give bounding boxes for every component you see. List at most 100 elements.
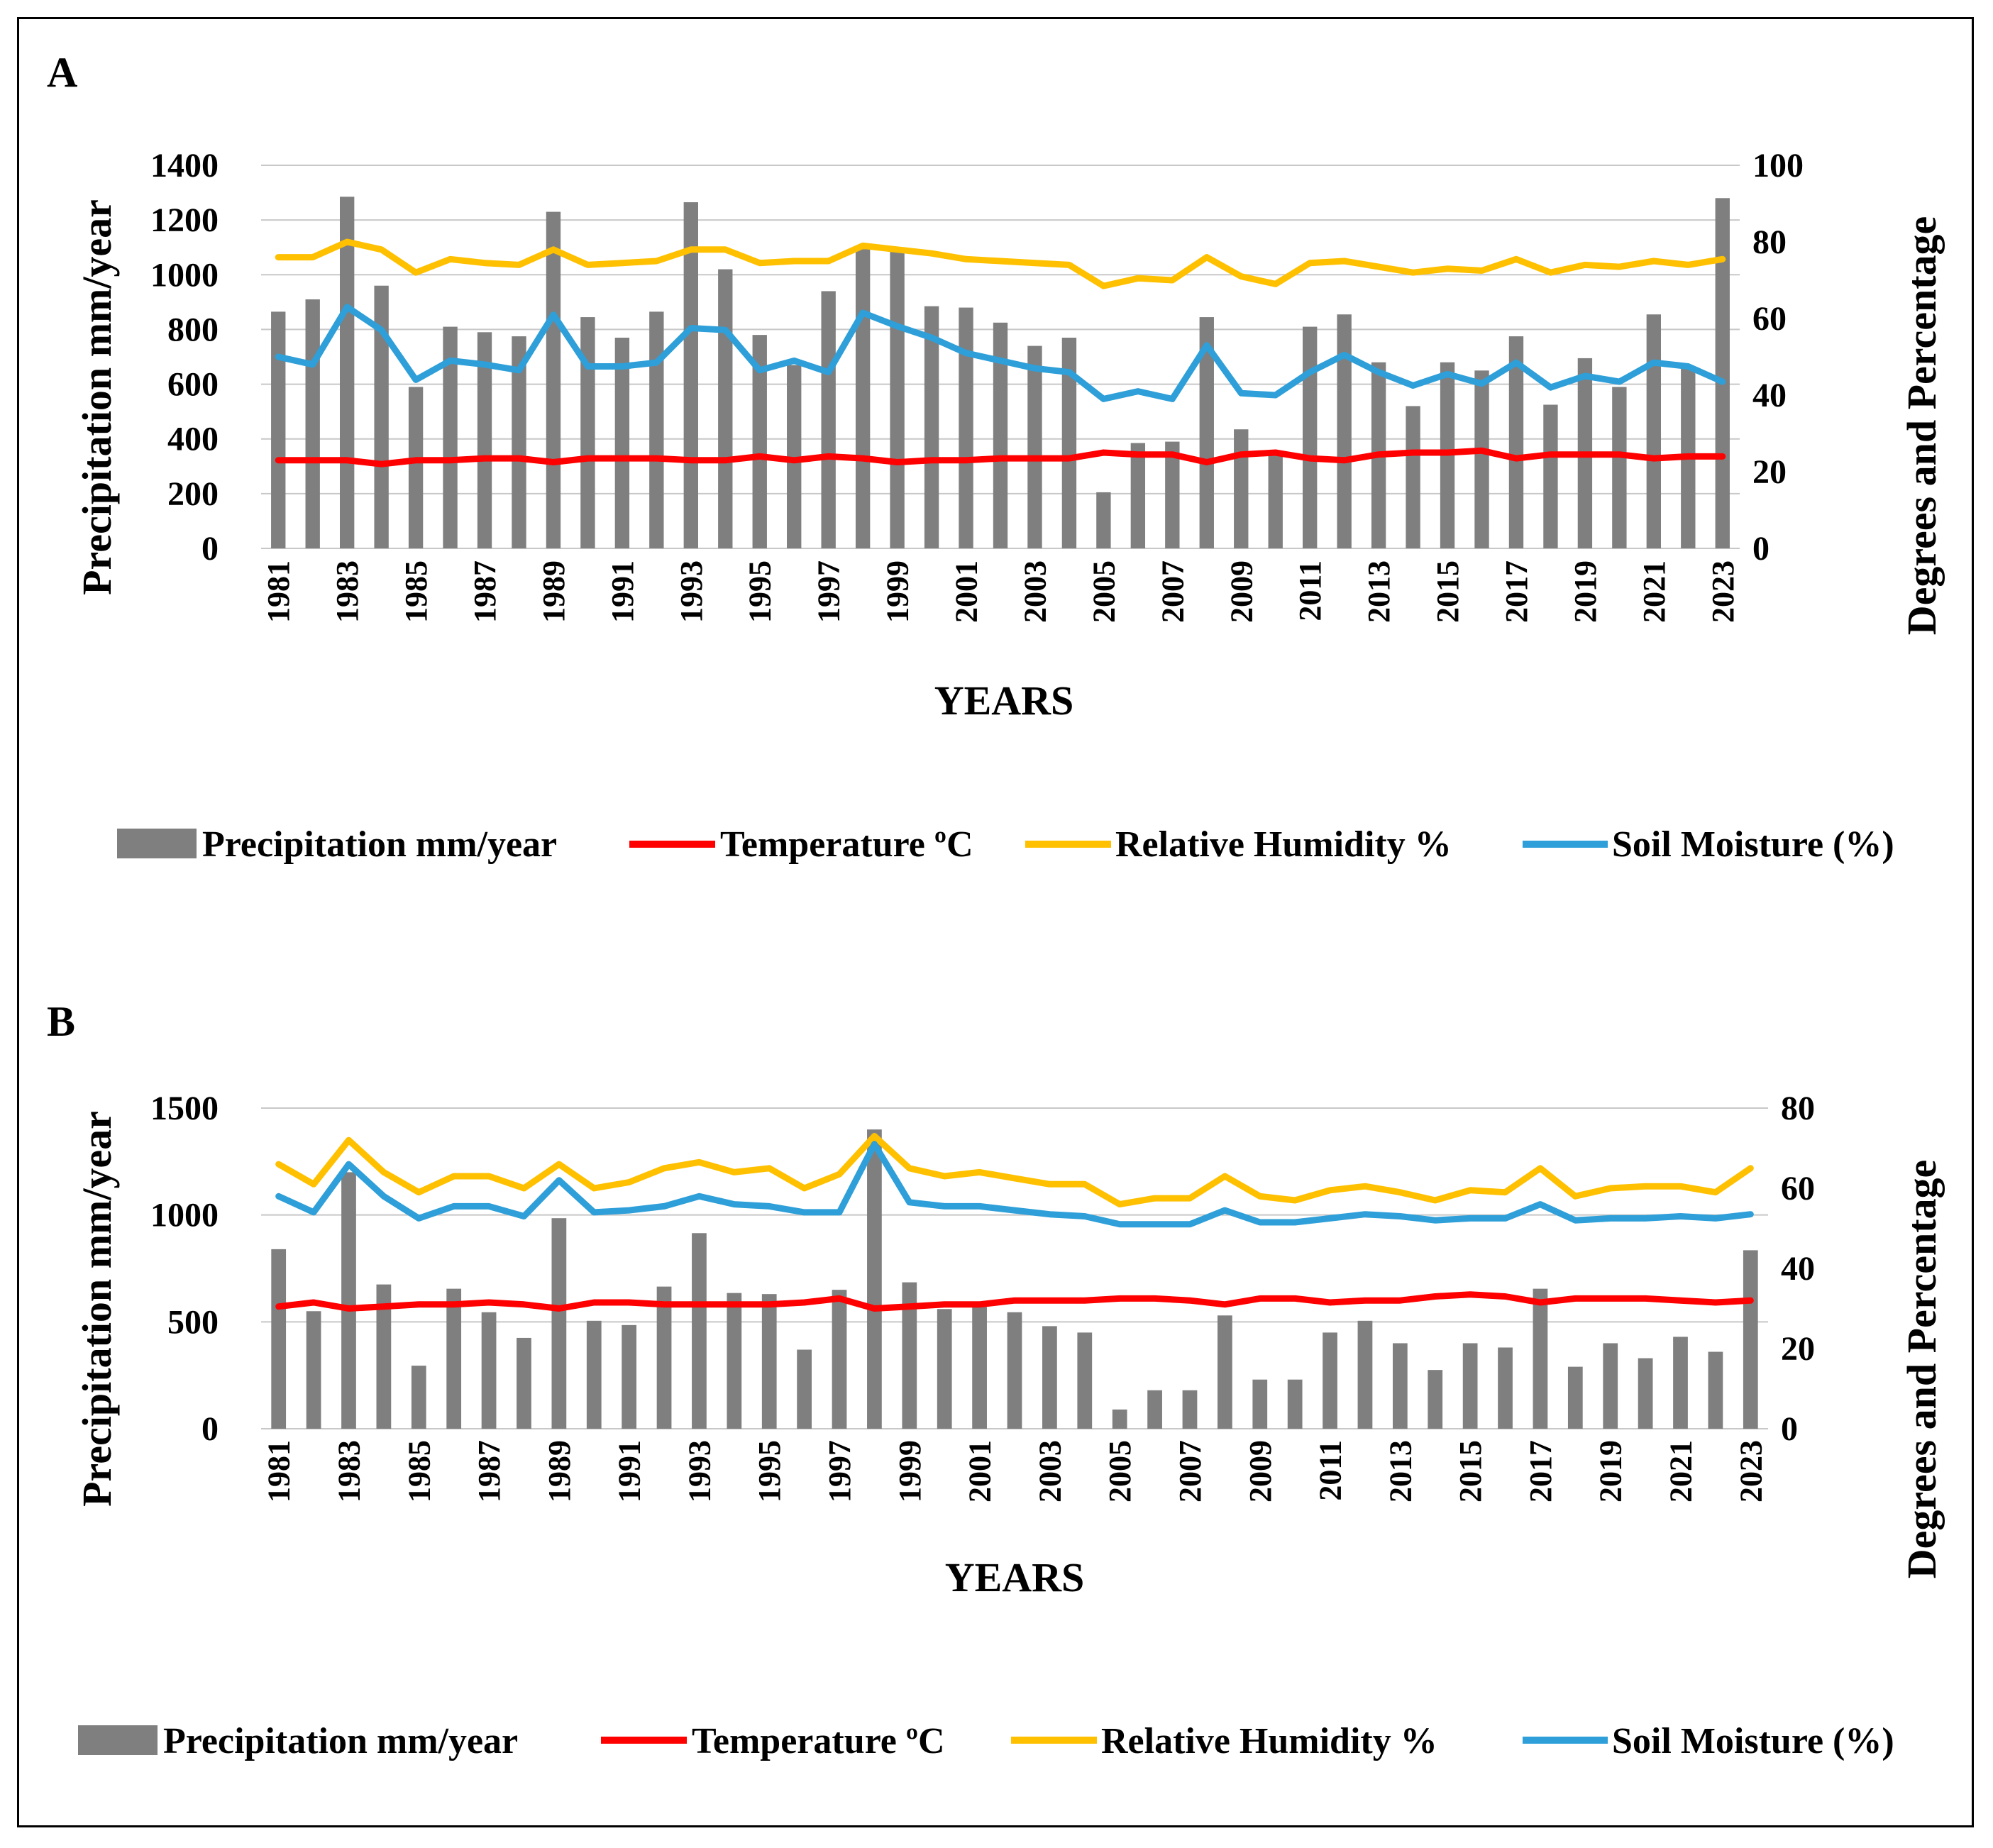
chart-b-y-tick-label: 500 — [167, 1303, 219, 1341]
x-axis-title-b: YEARS — [945, 1554, 1085, 1600]
chart-b-x-tick-label: 2013 — [1383, 1440, 1418, 1503]
legend-b-humidity-label: Relative Humidity % — [1101, 1721, 1437, 1761]
legend-b-soil-label: Soil Moisture (%) — [1612, 1721, 1894, 1761]
chart-a-soil-moisture-line — [275, 304, 1726, 402]
chart-b-bar — [761, 1294, 777, 1429]
chart-b-y2-tick-label: 80 — [1781, 1090, 1815, 1127]
chart-b-bar — [306, 1311, 321, 1429]
legend-a-temp-label: Temperature ºC — [720, 824, 973, 865]
chart-a-bar — [271, 311, 286, 548]
chart-a-bar — [512, 336, 526, 548]
chart-a-y2-tick-label: 20 — [1752, 453, 1787, 491]
chart-b-x-tick-label: 2019 — [1594, 1440, 1628, 1503]
chart-a-y-tick-label: 1200 — [150, 201, 219, 239]
chart-b-x-tick-label: 2005 — [1103, 1440, 1137, 1503]
chart-b-x-tick-label: 1995 — [752, 1440, 787, 1503]
chart-b-x-tick-label: 1987 — [472, 1440, 507, 1503]
legend-a-humidity-label: Relative Humidity % — [1115, 824, 1452, 865]
chart-a-y2-tick-label: 60 — [1752, 300, 1787, 338]
chart-b-y2-tick-label: 20 — [1781, 1330, 1815, 1368]
legend-b-temp-label: Temperature ºC — [692, 1721, 945, 1761]
chart-b-humidity-line — [275, 1133, 1754, 1208]
chart-b-x-tick-label: 1981 — [262, 1440, 297, 1503]
y-axis-title-a: Precipitation mm/year — [74, 199, 120, 595]
chart-b-bar — [1357, 1320, 1373, 1429]
chart-b-bar — [972, 1307, 987, 1429]
chart-b-bar — [902, 1282, 917, 1429]
chart-a-x-tick-label: 2015 — [1430, 560, 1465, 623]
chart-b-bar — [937, 1309, 952, 1429]
chart-a-bar — [339, 197, 355, 548]
chart-b-bar — [692, 1233, 707, 1429]
chart-b-x-tick-label: 1993 — [682, 1440, 717, 1503]
chart-b-x-tick-label: 2011 — [1313, 1440, 1348, 1501]
chart-a-x-tick-label: 1985 — [399, 560, 434, 623]
chart-a-bar — [580, 317, 595, 548]
plot-area-b: 0 500 1000 1500 0 20 40 60 80 1981 1983 1985 1987 198… — [150, 1090, 1815, 1503]
chart-a-bar — [1199, 317, 1214, 548]
chart-a-bar — [374, 285, 389, 548]
chart-a-x-tick-label: 2023 — [1706, 560, 1740, 623]
chart-b-bar — [1147, 1390, 1162, 1429]
chart-a-bar — [718, 269, 733, 548]
chart-a-y-tick-label: 1000 — [150, 256, 219, 294]
chart-a-bar — [1406, 406, 1420, 548]
legend-b-precip-label: Precipitation mm/year — [163, 1721, 518, 1761]
chart-b-x-tick-label: 1985 — [402, 1440, 436, 1503]
chart-b-x-tick-label: 2015 — [1453, 1440, 1488, 1503]
chart-a-x-tick-label: 2009 — [1224, 560, 1259, 623]
chart-b-x-tick-label: 1999 — [893, 1440, 927, 1503]
chart-b-x-tick-label: 2021 — [1664, 1440, 1699, 1503]
chart-b-bar — [1498, 1347, 1513, 1429]
chart-a-bar — [1303, 326, 1318, 548]
chart-a-x-tick-label: 2019 — [1568, 560, 1603, 623]
chart-b-bar — [1182, 1390, 1198, 1429]
chart-b-bar — [1112, 1409, 1127, 1429]
chart-b-bar — [517, 1337, 531, 1429]
chart-a-y-tick-label: 1400 — [150, 147, 219, 184]
chart-b-y-tick-label: 1000 — [150, 1197, 219, 1234]
chart-a-bar — [649, 311, 664, 548]
chart-b-bar — [1323, 1332, 1337, 1429]
chart-a-y-tick-label: 0 — [201, 530, 219, 568]
chart-a-bar — [855, 245, 871, 548]
chart-a-x-tick-label: 1999 — [880, 560, 915, 623]
chart-a-x-tick-label: 2017 — [1499, 560, 1534, 623]
chart-a-bar — [1543, 404, 1558, 548]
chart-a-x-tick-label: 1995 — [743, 560, 778, 623]
chart-a-bar — [1234, 429, 1249, 548]
chart-b-y-tick-label: 1500 — [150, 1090, 219, 1127]
chart-a-y-tick-label: 800 — [167, 311, 219, 348]
chart-b-y-tick-label: 0 — [201, 1410, 219, 1448]
chart-b-bar — [1217, 1315, 1232, 1429]
chart-b-x-tick-label: 2003 — [1032, 1440, 1067, 1503]
chart-a-x-tick-label: 2001 — [949, 560, 984, 623]
chart-a-bar — [890, 251, 905, 548]
chart-b-bar — [1743, 1250, 1758, 1429]
chart-b-bar — [1462, 1343, 1478, 1429]
chart-b-bar — [1567, 1366, 1583, 1429]
chart-a-bar — [1646, 314, 1662, 548]
chart-a-bar — [443, 326, 458, 548]
x-axis-title-a: YEARS — [934, 677, 1074, 724]
chart-a-y-tick-label: 200 — [167, 475, 219, 513]
chart-a-x-tick-label: 2021 — [1637, 560, 1672, 623]
chart-b-x-tick-label: 2007 — [1173, 1440, 1208, 1503]
chart-a-x-tick-label: 1993 — [674, 560, 709, 623]
chart-a-y-tick-label: 400 — [167, 421, 219, 458]
chart-a-x-tick-label: 1991 — [605, 560, 640, 623]
chart-a-x-tick-label: 2007 — [1155, 560, 1190, 623]
chart-a-bar — [959, 307, 973, 548]
chart-b-y2-tick-label: 0 — [1781, 1410, 1798, 1448]
chart-a-bar — [546, 211, 561, 548]
chart-b-y2-tick-label: 60 — [1781, 1170, 1815, 1207]
chart-b-x-tick-label: 1997 — [822, 1440, 857, 1503]
chart-a-x-tick-label: 1989 — [536, 560, 571, 623]
chart-b-x-tick-label: 1991 — [612, 1440, 647, 1503]
y2-axis-title-a: Degrees and Percentage — [1899, 216, 1945, 636]
chart-a-bar — [1612, 387, 1627, 548]
chart-a-bar — [1096, 492, 1111, 548]
legend-b: Precipitation mm/year Temperature ºC Rel… — [78, 1721, 1894, 1761]
chart-a-y2-tick-label: 80 — [1752, 223, 1787, 261]
